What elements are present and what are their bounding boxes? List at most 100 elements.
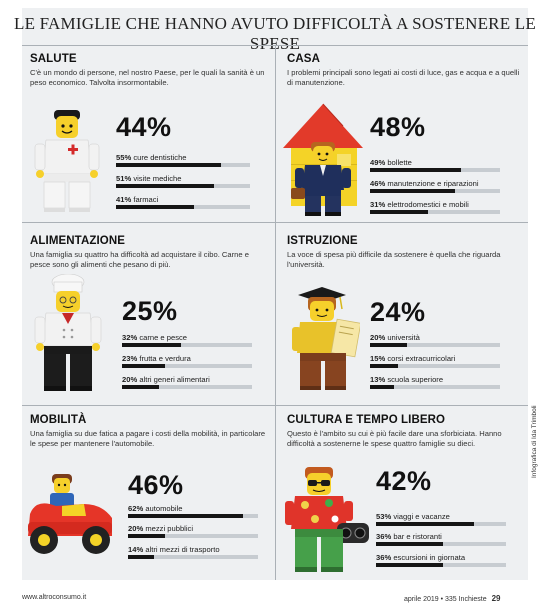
stat-bar [116, 184, 214, 188]
footer-issue-text: aprile 2019 • 335 Inchieste [404, 596, 487, 603]
stat-row: 13% scuola superiore [370, 375, 500, 390]
stat-bar-track [116, 205, 250, 209]
stat-bar [122, 364, 165, 368]
stat-percent: 20% [122, 375, 138, 384]
car-minifigure-icon [28, 474, 112, 554]
stat-row: 51% visite mediche [116, 174, 250, 189]
stat-percent: 51% [116, 174, 132, 183]
section-cultura: CULTURA E TEMPO LIBERO Questo è l'ambito… [287, 414, 535, 449]
stat-percent: 46% [370, 179, 386, 188]
infographic-credit: Infografica di Ida Trimboli [531, 405, 538, 478]
main-percentage: 48% [370, 112, 426, 142]
stat-bar [370, 210, 428, 214]
stat-bar [116, 163, 221, 167]
section-title: ALIMENTAZIONE [30, 235, 125, 247]
section-title: MOBILITÀ [30, 414, 87, 426]
stat-label: scuola superiore [387, 375, 444, 384]
section-istruzione: ISTRUZIONE La voce di spesa più difficil… [287, 235, 535, 270]
main-percentage: 42% [376, 466, 432, 496]
stat-bar [370, 168, 461, 172]
stat-label: altri mezzi di trasporto [145, 545, 220, 554]
stat-label: università [387, 333, 420, 342]
column-divider [275, 45, 276, 580]
stat-bar-track [116, 163, 250, 167]
main-percentage: 24% [370, 297, 426, 327]
stat-label: corsi extracurricolari [387, 354, 456, 363]
section-description: Una famiglia su due fatica a pagare i co… [30, 429, 266, 448]
section-alimentazione: ALIMENTAZIONE Una famiglia su quattro ha… [30, 235, 278, 270]
stat-bar [376, 542, 443, 546]
stat-label: viaggi e vacanze [393, 512, 450, 521]
stat-row: 23% frutta e verdura [122, 354, 252, 369]
stat-bar [116, 205, 194, 209]
stat-percent: 62% [128, 504, 144, 513]
stat-bar [122, 385, 159, 389]
section-title: SALUTE [30, 53, 77, 65]
stat-bar [128, 534, 165, 538]
stat-bar-track [370, 210, 500, 214]
section-title: ISTRUZIONE [287, 235, 358, 247]
stat-label: frutta e verdura [139, 354, 191, 363]
stat-percent: 55% [116, 153, 132, 162]
stat-row: 62% automobile [128, 504, 258, 519]
page-title: LE FAMIGLIE CHE HANNO AVUTO DIFFICOLTÀ A… [14, 14, 536, 53]
stat-row: 20% università [370, 333, 500, 348]
section-casa: CASA I problemi principali sono legati a… [287, 53, 535, 88]
stat-bar-track [370, 168, 500, 172]
stat-bar-track [370, 385, 500, 389]
stat-label: manutenzione e riparazioni [387, 179, 479, 188]
stat-bar-track [116, 184, 250, 188]
stat-label: cure dentistiche [133, 153, 187, 162]
stat-label: automobile [145, 504, 183, 513]
section-title: CULTURA E TEMPO LIBERO [287, 414, 446, 426]
stat-label: mezzi pubblici [145, 524, 194, 533]
stat-row: 55% cure dentistiche [116, 153, 250, 168]
stat-percent: 13% [370, 375, 386, 384]
stat-percent: 23% [122, 354, 138, 363]
footer-issue: aprile 2019 • 335 Inchieste 29 [404, 594, 500, 603]
section-salute: SALUTE C'è un mondo di persone, nel nost… [30, 53, 278, 88]
section-description: I problemi principali sono legati ai cos… [287, 68, 520, 87]
main-percentage: 46% [128, 470, 184, 500]
stat-row: 20% altri generi alimentari [122, 375, 252, 390]
stat-row: 46% manutenzione e riparazioni [370, 179, 500, 194]
stat-row: 41% farmaci [116, 195, 250, 210]
stat-row: 31% elettrodomestici e mobili [370, 200, 500, 215]
stat-row: 49% bollette [370, 158, 500, 173]
stat-bar [370, 385, 394, 389]
stat-bar-track [128, 514, 258, 518]
stat-bar-track [370, 189, 500, 193]
stat-percent: 31% [370, 200, 386, 209]
section-description: C'è un mondo di persone, nel nostro Paes… [30, 68, 265, 87]
page-number: 29 [491, 594, 501, 603]
stat-percent: 14% [128, 545, 144, 554]
stat-percent: 36% [376, 532, 392, 541]
stat-row: 36% bar e ristoranti [376, 532, 506, 547]
section-description: La voce di spesa più difficile da sosten… [287, 250, 501, 269]
stat-bar [376, 563, 443, 567]
chef-minifigure-icon [34, 274, 102, 391]
stat-label: bar e ristoranti [393, 532, 442, 541]
stat-percent: 53% [376, 512, 392, 521]
stat-percent: 41% [116, 195, 132, 204]
section-mobilita: MOBILITÀ Una famiglia su due fatica a pa… [30, 414, 278, 449]
section-title: CASA [287, 53, 320, 65]
doctor-minifigure-icon [34, 110, 100, 212]
main-percentage: 25% [122, 296, 178, 326]
house-minifigure-icon [283, 103, 363, 216]
stat-percent: 20% [128, 524, 144, 533]
stat-bar-track [128, 534, 258, 538]
stat-row: 15% corsi extracurricolari [370, 354, 500, 369]
footer-site-link[interactable]: www.altroconsumo.it [22, 594, 87, 601]
stat-bar [370, 343, 407, 347]
main-percentage: 44% [116, 112, 172, 142]
stat-bar [370, 189, 455, 193]
stat-bar [122, 343, 181, 347]
stat-percent: 32% [122, 333, 138, 342]
stat-percent: 36% [376, 553, 392, 562]
stat-bar-track [376, 563, 506, 567]
graduate-minifigure-icon [292, 287, 360, 390]
stat-label: escursioni in giornata [393, 553, 466, 562]
section-description: Una famiglia su quattro ha difficoltà ad… [30, 250, 249, 269]
